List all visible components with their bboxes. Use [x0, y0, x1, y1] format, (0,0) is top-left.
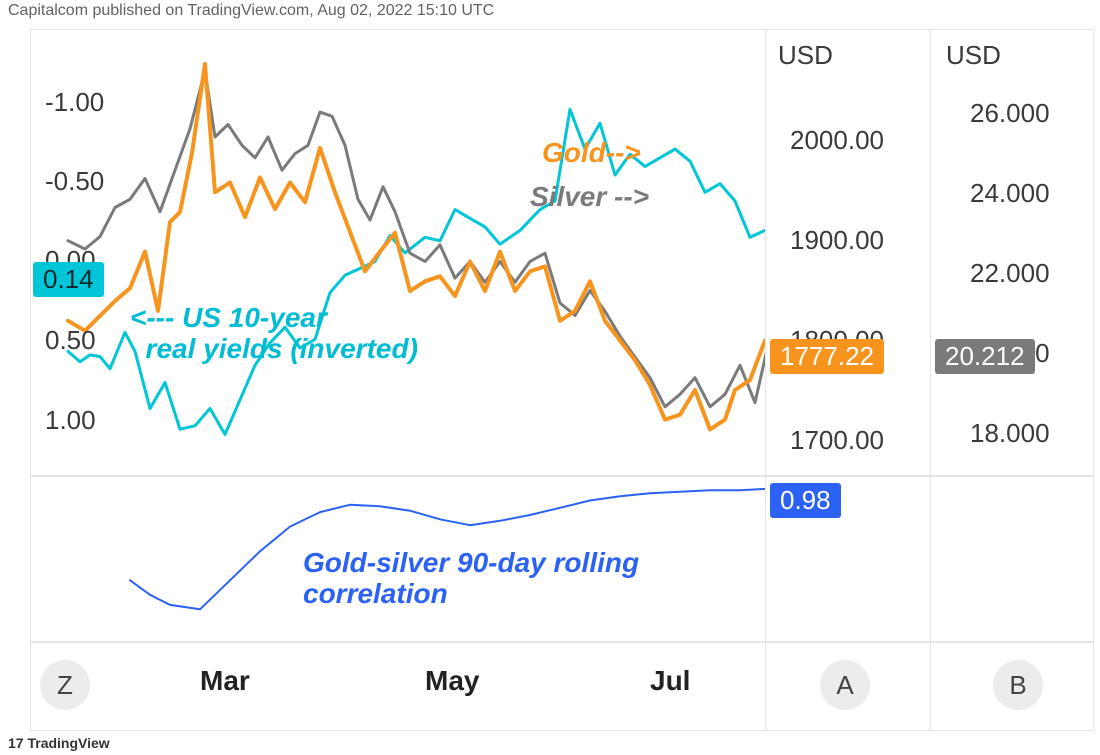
main-chart-svg [30, 29, 765, 476]
time-axis-area [30, 642, 1094, 731]
tradingview-logo: 17 TradingView [8, 735, 110, 751]
gold-axis-tick: 1700.00 [790, 425, 884, 456]
gold-axis-header: USD [778, 40, 833, 71]
gold-axis-tick: 1900.00 [790, 225, 884, 256]
col1-border [765, 29, 766, 731]
source-caption: Capitalcom published on TradingView.com,… [8, 2, 494, 20]
left-axis-tick: 1.00 [45, 405, 96, 436]
left-axis-tick: 0.50 [45, 325, 96, 356]
silver-legend: Silver --> [530, 182, 649, 213]
gold-legend: Gold--> [542, 138, 641, 169]
silver-axis-tick: 22.000 [970, 258, 1050, 289]
month-label: Jul [650, 665, 690, 697]
left-axis-tick: -0.50 [45, 166, 104, 197]
b-button[interactable]: B [993, 660, 1043, 710]
zoom-button[interactable]: Z [40, 660, 90, 710]
yields-current-badge: 0.14 [33, 262, 104, 297]
corr-current-badge: 0.98 [770, 483, 841, 518]
month-label: Mar [200, 665, 250, 697]
silver-axis-header: USD [946, 40, 1001, 71]
left-axis-tick: -1.00 [45, 87, 104, 118]
corr-legend: Gold-silver 90-day rolling correlation [303, 548, 639, 610]
gold-line [68, 64, 765, 430]
a-button[interactable]: A [820, 660, 870, 710]
us-10-year-real-yields-(inverted)-line [68, 109, 765, 434]
gold-axis-tick: 2000.00 [790, 125, 884, 156]
silver-axis-tick: 18.000 [970, 418, 1050, 449]
month-label: May [425, 665, 479, 697]
silver-current-badge: 20.212 [935, 339, 1035, 374]
silver-axis-tick: 24.000 [970, 178, 1050, 209]
gold-current-badge: 1777.22 [770, 339, 884, 374]
yields-legend: <--- US 10-year real yields (inverted) [130, 303, 418, 365]
silver-axis-tick: 26.000 [970, 98, 1050, 129]
col2-border [930, 29, 931, 731]
